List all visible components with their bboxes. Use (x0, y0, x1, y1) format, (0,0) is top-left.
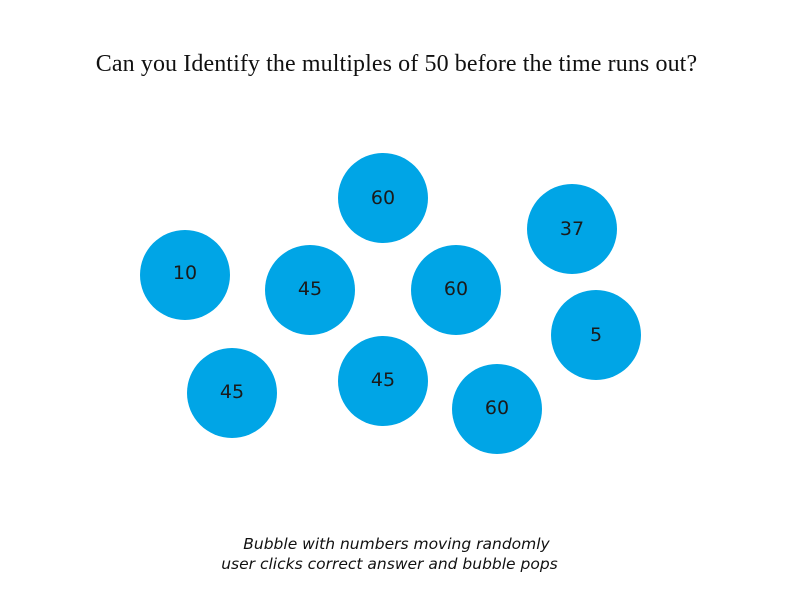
number-bubble[interactable]: 60 (338, 153, 428, 243)
bubble-number: 37 (559, 218, 585, 240)
design-note: Bubble with numbers moving randomly user… (0, 534, 793, 574)
number-bubble[interactable]: 60 (452, 364, 542, 454)
number-bubble[interactable]: 5 (551, 290, 641, 380)
bubble-number: 45 (297, 278, 323, 300)
bubble-number: 60 (484, 397, 510, 419)
number-bubble[interactable]: 60 (411, 245, 501, 335)
design-note-line: user clicks correct answer and bubble po… (221, 555, 558, 573)
number-bubble[interactable]: 45 (187, 348, 277, 438)
number-bubble[interactable]: 45 (338, 336, 428, 426)
bubble-number: 45 (219, 381, 245, 403)
bubble-number: 60 (370, 187, 396, 209)
bubble-number: 60 (443, 278, 469, 300)
game-prompt: Can you Identify the multiples of 50 bef… (95, 51, 698, 77)
design-note-line: Bubble with numbers moving randomly (243, 535, 550, 553)
bubble-number: 10 (172, 262, 198, 284)
number-bubble[interactable]: 37 (527, 184, 617, 274)
number-bubble[interactable]: 10 (140, 230, 230, 320)
number-bubble[interactable]: 45 (265, 245, 355, 335)
bubble-number: 45 (370, 369, 396, 391)
bubble-number: 5 (589, 324, 603, 346)
